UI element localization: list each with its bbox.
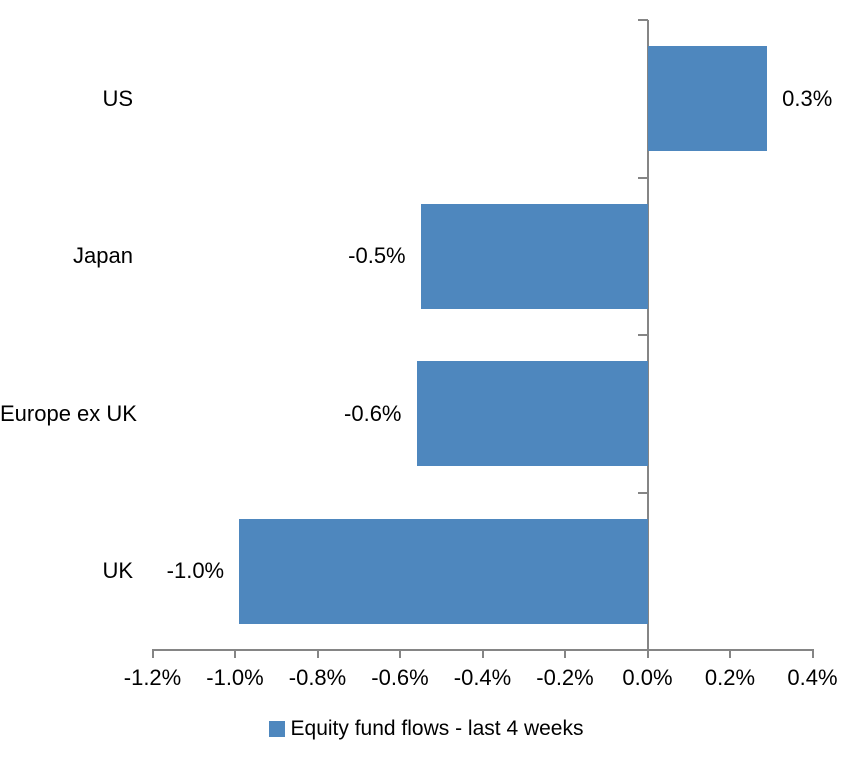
legend-label: Equity fund flows - last 4 weeks [290,717,584,740]
zero-axis-line [646,20,649,651]
x-axis-tick-label: 0.4% [787,665,838,690]
x-axis-tick [151,650,154,658]
x-axis-tick-label: -0.4% [453,665,512,690]
x-axis-tick [316,650,319,658]
x-axis-tick [729,650,731,658]
category-label: UK [102,558,133,584]
category-boundary-tick [637,176,648,179]
x-axis-tick-label: 0.2% [704,665,756,690]
x-axis-tick-label: -0.2% [536,665,594,690]
x-axis-tick [564,650,566,658]
category-boundary-tick [637,649,648,651]
x-axis-tick-label: -1.2% [123,665,182,690]
bar [416,361,648,467]
category-boundary-tick [637,491,648,494]
category-boundary-tick [637,334,648,336]
bar [239,518,648,624]
data-label: 0.3% [782,85,833,111]
x-axis-tick [811,650,814,658]
bar [647,46,768,152]
category-label: US [102,85,133,111]
legend: Equity fund flows - last 4 weeks [0,716,852,741]
category-label: Europe ex UK [0,400,137,426]
data-label: -0.5% [348,243,406,269]
x-axis-tick [481,650,484,658]
x-axis-tick [646,650,649,658]
x-axis-tick [399,650,401,658]
x-axis-tick-label: -0.6% [371,665,429,690]
x-axis-tick-label: 0.0% [622,665,673,690]
bar [420,203,648,309]
x-axis-tick [234,650,236,658]
x-axis-tick-label: -0.8% [288,665,347,690]
x-axis-tick-label: -1.0% [206,665,264,690]
category-boundary-tick [637,19,648,21]
legend-swatch [268,720,285,737]
category-label: Japan [73,243,133,269]
data-label: -1.0% [166,558,225,584]
data-label: -0.6% [344,400,402,426]
